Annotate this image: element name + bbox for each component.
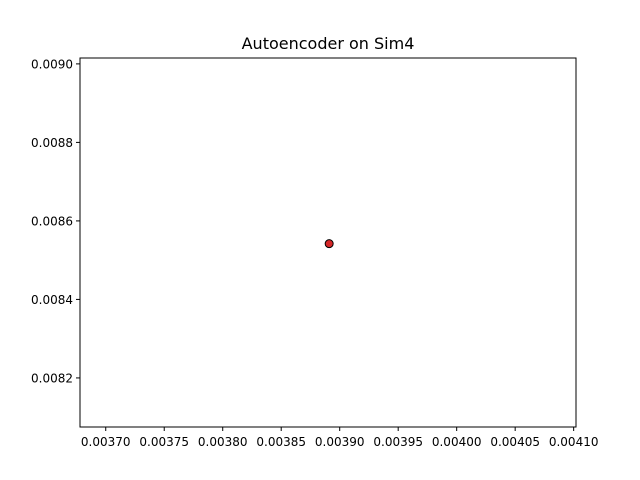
x-tick-label: 0.00375	[139, 435, 189, 449]
y-tick-label: 0.0082	[31, 371, 73, 385]
y-tick-label: 0.0086	[31, 214, 73, 228]
y-tick-label: 0.0088	[31, 136, 73, 150]
x-tick-label: 0.00380	[198, 435, 248, 449]
plot-area: 0.00370 0.00375 0.00380 0.00385 0.00390 0.003…	[31, 57, 598, 449]
x-tick-label: 0.00400	[432, 435, 482, 449]
x-tick-label: 0.00370	[81, 435, 131, 449]
y-tick-label: 0.0084	[31, 293, 73, 307]
chart-title: Autoencoder on Sim4	[242, 34, 415, 53]
x-tick-label: 0.00395	[373, 435, 423, 449]
y-tick-label: 0.0090	[31, 57, 73, 71]
x-tick-label: 0.00390	[315, 435, 365, 449]
axes-frame	[79, 57, 577, 428]
x-tick-label: 0.00385	[256, 435, 306, 449]
data-point	[324, 239, 334, 249]
x-tick-label: 0.00410	[549, 435, 599, 449]
x-tick-label: 0.00405	[490, 435, 540, 449]
